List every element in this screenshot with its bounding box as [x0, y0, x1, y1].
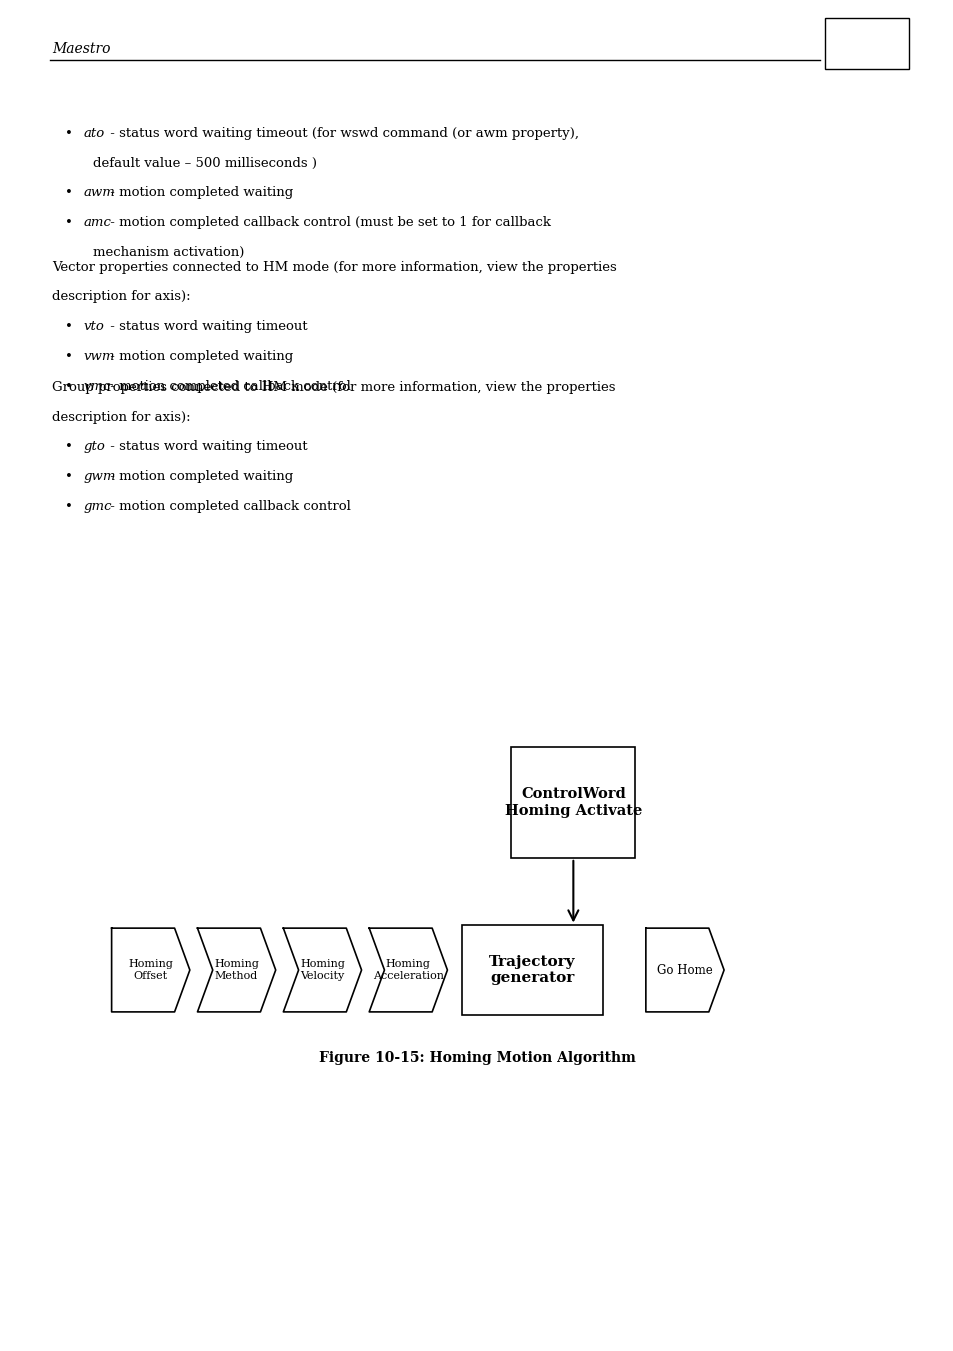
Text: Figure 10-15: Homing Motion Algorithm: Figure 10-15: Homing Motion Algorithm [318, 1051, 635, 1065]
Text: - status word waiting timeout (for wswd command (or awm property),: - status word waiting timeout (for wswd … [107, 127, 578, 141]
Text: gto: gto [84, 440, 106, 454]
Text: - status word waiting timeout: - status word waiting timeout [107, 440, 308, 454]
Text: •: • [65, 127, 72, 141]
Text: - motion completed waiting: - motion completed waiting [107, 350, 294, 363]
Text: description for axis):: description for axis): [52, 290, 191, 304]
Text: gwm: gwm [84, 470, 116, 484]
Text: - motion completed callback control: - motion completed callback control [107, 500, 351, 513]
Text: awm: awm [84, 186, 115, 200]
Text: amc: amc [84, 216, 112, 230]
Text: default value – 500 milliseconds ): default value – 500 milliseconds ) [93, 157, 317, 170]
Text: Go Home: Go Home [657, 963, 712, 977]
Polygon shape [197, 928, 275, 1012]
Text: - motion completed callback control: - motion completed callback control [107, 380, 351, 393]
Text: •: • [65, 470, 72, 484]
Text: Homing
Velocity: Homing Velocity [299, 959, 345, 981]
Text: description for axis):: description for axis): [52, 411, 191, 424]
Text: Maestro: Maestro [52, 42, 111, 55]
Text: vwm: vwm [84, 350, 115, 363]
Text: vmc: vmc [84, 380, 112, 393]
Text: •: • [65, 186, 72, 200]
Text: •: • [65, 440, 72, 454]
Text: Trajectory
generator: Trajectory generator [489, 955, 575, 985]
Text: - motion completed waiting: - motion completed waiting [107, 470, 294, 484]
Polygon shape [369, 928, 447, 1012]
Text: Homing
Method: Homing Method [213, 959, 259, 981]
FancyBboxPatch shape [511, 747, 635, 858]
Polygon shape [283, 928, 361, 1012]
Text: •: • [65, 380, 72, 393]
Polygon shape [645, 928, 723, 1012]
Text: Homing
Offset: Homing Offset [128, 959, 173, 981]
Text: mechanism activation): mechanism activation) [93, 246, 245, 259]
Text: Vector properties connected to HM mode (for more information, view the propertie: Vector properties connected to HM mode (… [52, 261, 617, 274]
FancyBboxPatch shape [824, 18, 908, 69]
Text: ControlWord
Homing Activate: ControlWord Homing Activate [504, 788, 641, 817]
Text: Homing
Acceleration: Homing Acceleration [373, 959, 443, 981]
Text: - motion completed callback control (must be set to 1 for callback: - motion completed callback control (mus… [107, 216, 551, 230]
Text: - status word waiting timeout: - status word waiting timeout [107, 320, 308, 334]
Text: •: • [65, 350, 72, 363]
Text: •: • [65, 216, 72, 230]
Polygon shape [112, 928, 190, 1012]
Text: gmc: gmc [84, 500, 112, 513]
Text: Group properties connected to HM mode (for more information, view the properties: Group properties connected to HM mode (f… [52, 381, 616, 394]
Text: - motion completed waiting: - motion completed waiting [107, 186, 294, 200]
Text: •: • [65, 320, 72, 334]
Text: vto: vto [84, 320, 105, 334]
Text: •: • [65, 500, 72, 513]
Text: ato: ato [84, 127, 105, 141]
FancyBboxPatch shape [461, 925, 602, 1015]
